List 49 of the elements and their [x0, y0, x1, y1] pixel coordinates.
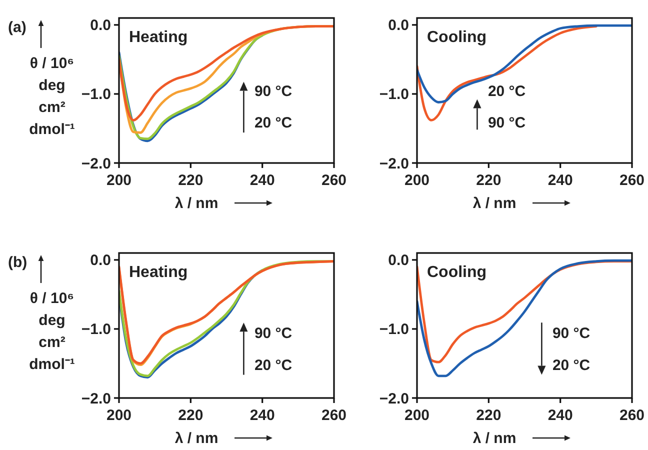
- x-tick-label: 240: [548, 172, 573, 189]
- annotation: Heating: [129, 264, 188, 281]
- y-tick-label: −1.0: [81, 321, 111, 338]
- y-tick-label: −1.0: [379, 86, 409, 104]
- x-tick-label: 220: [178, 172, 204, 189]
- annotation: Heating: [129, 29, 188, 46]
- x-tick-label: 200: [106, 407, 132, 424]
- x-tick-label: 260: [321, 407, 347, 424]
- annotation: 90 °C: [254, 325, 292, 342]
- y-tick-label: −2.0: [379, 390, 409, 408]
- x-tick-label: 260: [619, 407, 645, 424]
- x-tick-label: 200: [106, 172, 132, 189]
- annotation: 90 °C: [552, 325, 590, 342]
- y-tick-label: −2.0: [379, 155, 409, 172]
- x-tick-label: 260: [321, 172, 347, 189]
- chart-title: (a): [8, 19, 26, 36]
- x-tick-label: 240: [250, 407, 275, 424]
- y-tick-label: 0.0: [388, 252, 409, 270]
- y-tick-label: 0.0: [90, 17, 111, 34]
- annotation: 20 °C: [254, 114, 292, 132]
- x-tick-label: 240: [548, 407, 573, 424]
- annotation: 20 °C: [254, 356, 292, 374]
- annotation: 20 °C: [552, 356, 590, 374]
- x-tick-label: 220: [476, 407, 502, 424]
- chart-title: (b): [8, 254, 28, 271]
- y-axis-title: θ / 10⁶ deg cm² dmol⁻¹: [29, 290, 75, 373]
- line-series: [417, 24, 632, 104]
- x-tick-label: 240: [250, 172, 275, 189]
- x-tick-label: 220: [476, 172, 502, 189]
- x-tick-label: 260: [619, 172, 645, 189]
- y-tick-label: −1.0: [81, 86, 111, 104]
- x-axis-title: λ / nm: [472, 195, 516, 212]
- x-tick-label: 200: [404, 407, 430, 424]
- x-tick-label: 220: [178, 407, 204, 424]
- y-tick-label: 0.0: [90, 252, 111, 270]
- y-axis-title: θ / 10⁶ deg cm² dmol⁻¹: [29, 55, 75, 138]
- y-tick-label: −1.0: [379, 321, 409, 338]
- x-axis-title: λ / nm: [472, 430, 516, 447]
- annotation: 90 °C: [254, 82, 292, 100]
- y-tick-label: −2.0: [81, 155, 111, 172]
- x-tick-label: 200: [404, 172, 430, 189]
- annotation: Cooling: [427, 29, 487, 46]
- annotation: Cooling: [427, 264, 487, 281]
- y-tick-label: −2.0: [81, 390, 111, 408]
- x-axis-title: λ / nm: [174, 195, 218, 212]
- annotation: 20 °C: [488, 82, 526, 100]
- x-axis-title: λ / nm: [174, 430, 218, 447]
- annotation: 90 °C: [488, 114, 526, 132]
- y-tick-label: 0.0: [388, 17, 409, 34]
